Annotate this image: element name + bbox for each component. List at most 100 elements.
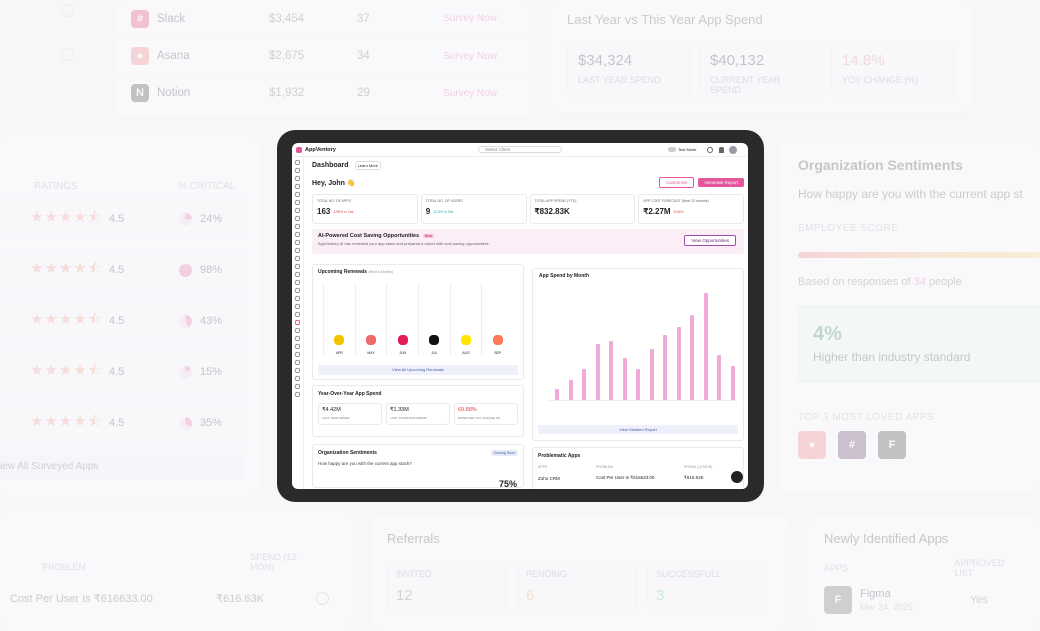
sidebar-nav-icon[interactable] — [295, 200, 300, 205]
sidebar-nav-icon[interactable] — [295, 376, 300, 381]
yoy-label: LAST 12 MONTHS SPEND — [390, 416, 427, 420]
yoy-stat: 69.88% EXPECTED YOY CHANGE (%) — [454, 403, 518, 425]
sidebar-nav-icon[interactable] — [295, 256, 300, 261]
kpi-value: ₹832.83K — [534, 207, 570, 216]
approved-header: APPROVED LIST — [954, 558, 1005, 578]
sidebar-nav-icon[interactable] — [295, 320, 300, 325]
rating-row: ★★★★⯪ 4.5 24% — [0, 198, 244, 240]
survey-count: 29 — [357, 87, 370, 99]
problems-card: PROBLEM SPEND (12 MON) Cost Per User Is … — [0, 512, 352, 631]
test-mode-toggle[interactable] — [668, 147, 676, 152]
referral-value: 6 — [526, 587, 535, 604]
survey-count: 37 — [357, 12, 370, 25]
critical-header: % CRITICAL — [178, 181, 236, 192]
score-bar — [798, 252, 1040, 258]
star-rating-icon: ★★★★⯪ — [30, 412, 103, 430]
app-screen: AppVentory Select Client Test Mode Dashb… — [292, 143, 748, 489]
chat-fab-icon[interactable] — [731, 471, 743, 483]
survey-now-button[interactable]: Survey Now — [443, 13, 497, 24]
sidebar-nav-icon[interactable] — [295, 224, 300, 229]
sidebar-nav-icon[interactable] — [295, 168, 300, 173]
bell-icon[interactable] — [719, 147, 724, 153]
kpi-label: TOTAL NO. OF USERS — [425, 199, 463, 203]
sidebar-nav-icon[interactable] — [295, 240, 300, 245]
critical-value: 35% — [200, 417, 223, 429]
sidebar-nav-icon[interactable] — [295, 328, 300, 333]
sidebar-nav-icon[interactable] — [295, 360, 300, 365]
spend-bar — [582, 368, 586, 400]
survey-count: 34 — [357, 50, 370, 62]
kpi-value: ₹2.27M — [643, 207, 671, 216]
survey-now-button[interactable]: Survey Now — [443, 87, 497, 99]
new-apps-card: Newly Identified Apps APPS APPROVED LIST… — [808, 515, 1040, 631]
sidebar-nav-icon[interactable] — [295, 216, 300, 221]
star-rating-icon: ★★★★⯪ — [30, 361, 103, 379]
kpi-delta: 3.55% in Oct — [333, 209, 354, 214]
spend-value: $34,324 — [578, 52, 633, 69]
rating-value: 4.5 — [109, 366, 125, 378]
sidebar-nav-icon[interactable] — [295, 176, 300, 181]
help-icon[interactable] — [707, 147, 713, 153]
survey-row: N Notion $1,932 29 Survey Now — [115, 74, 535, 111]
sidebar-nav-icon[interactable] — [295, 368, 300, 373]
sidebar-nav-icon[interactable] — [295, 280, 300, 285]
left-checks — [0, 0, 98, 100]
sidebar-nav-icon[interactable] — [295, 192, 300, 197]
sidebar-nav-icon[interactable] — [295, 304, 300, 309]
view-renewals-link[interactable]: View All Upcoming Renewals — [318, 365, 518, 375]
spend-chart-card: App Spend by Month View Detailed Report — [532, 268, 744, 441]
problematic-card: Problematic Apps APPS PROBLEM SPEND (12 … — [532, 447, 744, 489]
kpi-delta: 5.06% — [673, 209, 684, 214]
spend-bar — [595, 343, 600, 400]
renewal-month: APR — [323, 283, 355, 355]
notion-icon: N — [131, 84, 149, 102]
month-label: AUG — [462, 351, 470, 355]
critical-value: 43% — [200, 315, 223, 327]
sidebar-nav-icon[interactable] — [295, 296, 300, 301]
sidebar-nav-icon[interactable] — [295, 264, 300, 269]
page-title: Dashboard — [312, 162, 349, 169]
spend-bar — [568, 380, 573, 400]
test-mode-label: Test Mode — [678, 147, 697, 152]
sidebar-nav-icon[interactable] — [295, 232, 300, 237]
sidebar-nav-icon[interactable] — [295, 272, 300, 277]
renewals-sub: (Next 6 Months) — [368, 270, 394, 274]
avatar[interactable] — [729, 146, 737, 154]
rating-value: 4.5 — [109, 315, 125, 327]
ratings-card: RATINGS % CRITICAL ★★★★⯪ 4.5 24% ★★★★⯪ 4.5 … — [0, 135, 260, 497]
sidebar-nav-icon[interactable] — [295, 392, 300, 397]
customize-button[interactable]: Customize — [659, 177, 695, 188]
yoy-value: 69.88% — [458, 407, 477, 413]
view-surveyed-link[interactable]: iew All Surveyed Apps — [0, 455, 244, 480]
sidebar-nav-icon[interactable] — [295, 384, 300, 389]
col-spend: SPEND (12 MON) — [684, 465, 713, 469]
sidebar-nav-icon[interactable] — [295, 288, 300, 293]
tablet-device: AppVentory Select Client Test Mode Dashb… — [277, 130, 764, 502]
spend-stat: 14.8% YOY CHANGE (%) — [831, 41, 955, 99]
sidebar-nav-icon[interactable] — [295, 352, 300, 357]
sidebar-nav-icon[interactable] — [295, 312, 300, 317]
industry-text: Higher than industry standard — [813, 350, 971, 364]
sidebar-nav-icon[interactable] — [295, 160, 300, 165]
view-report-link[interactable]: View Detailed Report — [538, 425, 738, 434]
view-opportunities-button[interactable]: View Opportunities — [684, 235, 736, 246]
sidebar-nav-icon[interactable] — [295, 248, 300, 253]
learn-more-link[interactable]: Learn More — [354, 161, 382, 170]
ai-title: AI-Powered Cost Saving Opportunities — [318, 233, 420, 239]
sidebar-nav-icon[interactable] — [295, 184, 300, 189]
critical-ring-icon — [179, 314, 192, 328]
sidebar-nav-icon[interactable] — [295, 336, 300, 341]
sidebar-nav-icon[interactable] — [295, 208, 300, 213]
critical-value: 15% — [200, 366, 223, 378]
problem-text: Cost Per User Is ₹616633.00 — [596, 475, 655, 480]
yoy-card: Year-Over-Year App Spend ₹4.42M LAST YEAR… — [312, 385, 524, 437]
critical-value: 24% — [200, 213, 223, 225]
generate-report-button[interactable]: Generate Report — [698, 178, 744, 187]
spend-bar — [609, 340, 613, 400]
problem-spend: ₹616.63K — [684, 475, 704, 480]
survey-now-button[interactable]: Survey Now — [443, 50, 497, 62]
client-select[interactable]: Select Client — [478, 146, 562, 153]
tablet-sent-question: How happy are you with the current app s… — [318, 461, 412, 466]
spend-bar — [555, 388, 559, 400]
sidebar-nav-icon[interactable] — [295, 344, 300, 349]
